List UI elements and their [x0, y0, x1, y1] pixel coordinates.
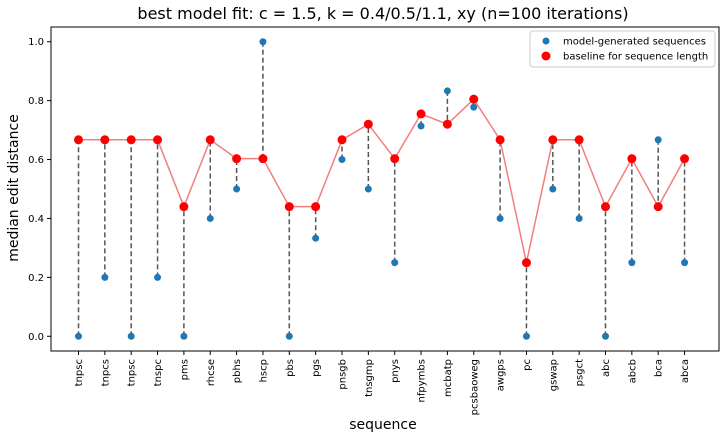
y-tick-label: 0.2	[28, 273, 44, 284]
model-point	[259, 38, 267, 46]
baseline-point	[205, 135, 215, 145]
model-point	[206, 214, 214, 222]
x-tick-label: gswap	[548, 359, 559, 391]
model-point	[338, 156, 346, 164]
model-point	[496, 214, 504, 222]
baseline-point	[337, 135, 347, 145]
baseline-point	[284, 202, 294, 212]
baseline-point	[311, 202, 321, 212]
model-point	[575, 214, 583, 222]
legend-marker-model	[542, 37, 550, 45]
y-tick-label: 0.8	[28, 96, 44, 107]
model-point	[127, 332, 135, 340]
baseline-point	[153, 135, 163, 145]
x-tick-label: abc	[601, 359, 612, 377]
baseline-point	[363, 119, 373, 129]
model-point	[285, 332, 293, 340]
model-point	[417, 122, 425, 130]
y-tick-label: 0.4	[28, 214, 44, 225]
baseline-point	[179, 202, 189, 212]
y-tick-label: 1.0	[28, 37, 44, 48]
baseline-point	[100, 135, 110, 145]
x-tick-label: hscp	[258, 359, 269, 382]
x-tick-label: rhcse	[206, 359, 217, 386]
x-tick-label: mcbatp	[443, 359, 454, 397]
model-point	[233, 185, 241, 193]
baseline-point	[258, 154, 268, 164]
model-point	[180, 332, 188, 340]
x-tick-label: psgct	[575, 359, 586, 386]
baseline-point	[680, 154, 690, 164]
baseline-point	[627, 154, 637, 164]
baseline-point	[495, 135, 505, 145]
model-point	[443, 87, 451, 95]
x-tick-label: nfpymbs	[417, 359, 428, 402]
baseline-point	[574, 135, 584, 145]
model-point	[681, 259, 689, 267]
model-point	[628, 259, 636, 267]
baseline-point	[469, 94, 479, 104]
x-tick-label: pnsgb	[338, 359, 349, 390]
legend-marker-baseline	[541, 51, 551, 61]
x-tick-label: pbhs	[232, 359, 243, 383]
model-point	[101, 273, 109, 281]
baseline-series-line	[78, 97, 686, 263]
model-point	[549, 185, 557, 193]
legend-box	[529, 30, 716, 68]
plot-frame	[50, 26, 720, 352]
model-point	[522, 332, 530, 340]
x-tick-label: tnspc	[153, 359, 164, 386]
baseline-point	[548, 135, 558, 145]
model-point	[470, 103, 478, 111]
x-tick-label: pc	[522, 359, 533, 371]
model-point	[364, 185, 372, 193]
x-tick-label: tnpcs	[100, 359, 111, 386]
model-point	[654, 136, 662, 144]
x-tick-label: pcsbaoweg	[469, 359, 480, 415]
x-axis-label: sequence	[349, 417, 416, 433]
y-tick-label: 0.6	[28, 155, 44, 166]
baseline-point	[601, 202, 610, 212]
model-point	[154, 273, 162, 281]
baseline-point	[126, 135, 136, 145]
x-tick-label: abca	[680, 359, 691, 383]
legend-label-baseline: baseline for sequence length	[563, 52, 708, 63]
baseline-point	[653, 202, 663, 212]
baseline-point	[521, 258, 531, 268]
baseline-point	[416, 109, 426, 119]
model-point	[75, 332, 82, 340]
x-tick-label: tnsgmp	[364, 359, 375, 397]
x-tick-label: pgs	[311, 359, 322, 377]
x-tick-label: awgps	[496, 359, 507, 391]
x-tick-label: pnys	[390, 359, 401, 383]
model-point	[602, 332, 609, 340]
x-tick-label: pbs	[285, 359, 296, 377]
baseline-point	[390, 154, 400, 164]
y-tick-label: 0.0	[28, 332, 44, 343]
plot-area: 0.0 0.2 0.4 0.6 0.8 1.0 tnpsc tnpcs tnpsc tnspc pm…	[28, 26, 720, 415]
x-tick-label: tnpsc	[74, 359, 85, 386]
model-point	[312, 234, 320, 242]
baseline-point	[442, 119, 452, 129]
chart-title: best model fit: c = 1.5, k = 0.4/0.5/1.1…	[137, 4, 628, 23]
x-tick-label: tnpsc	[127, 359, 138, 386]
y-axis-label: median edit distance	[6, 114, 22, 262]
baseline-point	[232, 154, 242, 164]
baseline-point	[74, 135, 83, 145]
legend: model-generated sequences baseline for se…	[529, 30, 716, 68]
legend-label-model: model-generated sequences	[563, 37, 706, 48]
x-tick-label: bca	[654, 359, 665, 377]
model-point	[391, 259, 399, 267]
x-tick-label: abcb	[627, 359, 638, 383]
x-tick-label: pms	[179, 359, 190, 380]
